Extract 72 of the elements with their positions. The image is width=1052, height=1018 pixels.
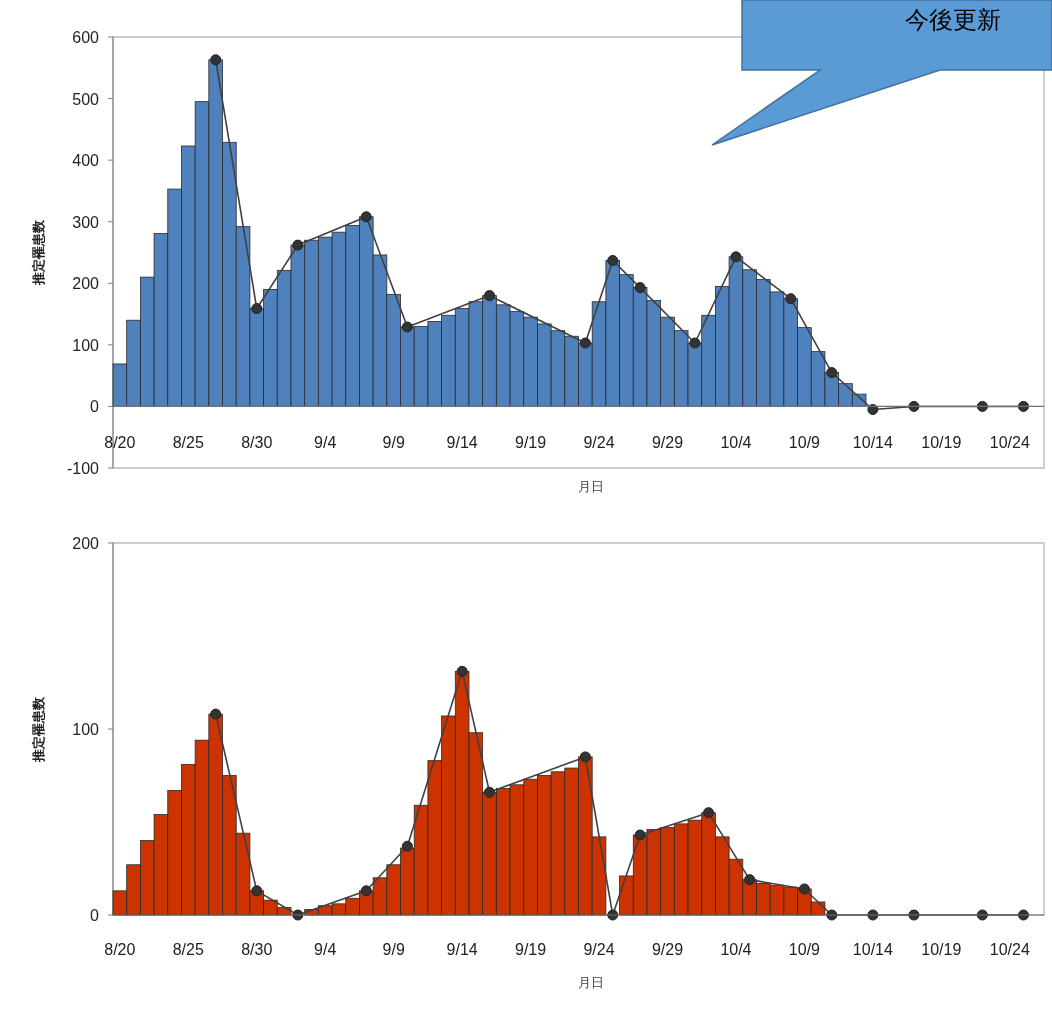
point: [867, 404, 879, 416]
point: [401, 321, 413, 333]
y-tick-label: 0: [90, 398, 100, 416]
point: [976, 400, 988, 412]
x-tick-label: 8/25: [172, 434, 204, 452]
text: 今後更新: [905, 6, 1001, 34]
point: [579, 751, 591, 763]
point: [689, 337, 701, 349]
point: [210, 708, 222, 720]
x-tick-label: 10/24: [989, 434, 1030, 452]
x-tick-label: 8/20: [104, 941, 136, 958]
point: [744, 874, 756, 886]
y-tick-label: 0: [90, 907, 100, 924]
y-tick-label: 200: [72, 275, 100, 293]
point: [730, 251, 742, 263]
x-tick-label: 10/9: [788, 941, 821, 958]
x-tick-label: 9/24: [583, 941, 615, 958]
point: [292, 239, 304, 251]
x-tick-label: 9/4: [314, 434, 337, 452]
x-tick-label: 10/19: [921, 434, 962, 452]
x-tick-label: 9/29: [651, 941, 684, 958]
y-tick-label: 500: [72, 90, 100, 108]
x-tick-label: 8/30: [241, 941, 273, 958]
point: [703, 807, 715, 819]
point: [634, 282, 646, 294]
point: [785, 293, 797, 305]
point: [579, 337, 591, 349]
point: [456, 665, 468, 677]
x-tick-label: 10/4: [720, 941, 752, 958]
y-tick-label: -100: [66, 460, 100, 477]
x-tick-label: 10/14: [852, 941, 893, 958]
x-axis-title: 月日: [577, 479, 604, 494]
y-tick-label: 300: [72, 213, 100, 231]
x-tick-label: 9/9: [382, 434, 405, 452]
point: [210, 54, 222, 66]
y-tick-label: 400: [72, 152, 100, 170]
x-tick-label: 8/25: [172, 941, 204, 958]
point: [634, 829, 646, 841]
point: [798, 883, 810, 895]
point: [484, 786, 496, 798]
y-tick-label: 100: [72, 336, 100, 354]
point: [251, 303, 263, 315]
x-tick-label: 10/14: [852, 434, 893, 452]
x-tick-label: 8/20: [104, 434, 136, 452]
point: [484, 290, 496, 302]
point: [360, 211, 372, 223]
point: [607, 255, 619, 266]
x-tick-label: 9/14: [446, 941, 478, 958]
x-tick-label: 9/24: [583, 434, 615, 452]
x-tick-label: 9/29: [651, 434, 684, 452]
y-tick-label: 100: [72, 721, 100, 738]
x-tick-label: 9/9: [382, 941, 405, 958]
x-tick-label: 10/9: [788, 434, 821, 452]
y-tick-label: 200: [72, 535, 100, 552]
x-tick-label: 9/4: [314, 941, 337, 958]
y-axis-title: 推定罹患数: [31, 695, 46, 763]
x-axis-title: 月日: [577, 975, 604, 990]
point: [1017, 400, 1029, 412]
point: [826, 367, 838, 379]
y-axis-title: 推定罹患数: [31, 219, 46, 286]
y-tick-label: 600: [72, 29, 100, 46]
point: [908, 400, 920, 412]
x-tick-label: 10/19: [921, 941, 962, 958]
x-tick-label: 10/24: [989, 941, 1030, 958]
x-tick-label: 8/30: [241, 434, 273, 452]
point: [360, 885, 372, 897]
x-tick-label: 10/4: [720, 434, 752, 452]
x-tick-label: 9/19: [515, 941, 547, 958]
point: [401, 840, 413, 852]
x-tick-label: 9/19: [515, 434, 547, 452]
point: [251, 885, 263, 897]
x-tick-label: 9/14: [446, 434, 478, 452]
